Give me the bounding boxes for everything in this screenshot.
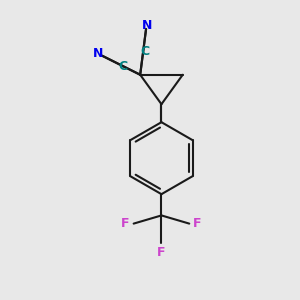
Text: N: N: [142, 19, 153, 32]
Text: N: N: [93, 47, 103, 60]
Text: F: F: [157, 246, 166, 259]
Text: F: F: [121, 217, 130, 230]
Text: F: F: [193, 217, 202, 230]
Text: C: C: [118, 60, 127, 73]
Text: C: C: [140, 45, 149, 58]
